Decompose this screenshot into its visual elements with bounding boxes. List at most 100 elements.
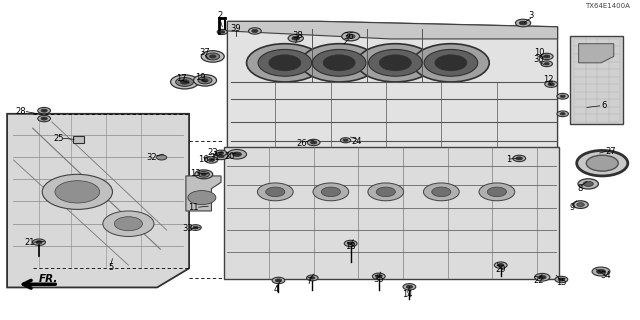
Circle shape bbox=[494, 262, 507, 268]
Text: 33: 33 bbox=[182, 224, 193, 233]
Circle shape bbox=[541, 61, 552, 67]
Text: 25: 25 bbox=[53, 134, 63, 143]
Circle shape bbox=[55, 181, 100, 203]
Circle shape bbox=[205, 157, 218, 163]
Circle shape bbox=[558, 278, 564, 281]
Circle shape bbox=[413, 44, 489, 82]
Circle shape bbox=[193, 226, 198, 229]
Text: 26: 26 bbox=[297, 139, 307, 148]
Text: 22: 22 bbox=[534, 276, 544, 285]
Text: 38: 38 bbox=[292, 31, 303, 40]
Circle shape bbox=[560, 95, 565, 98]
Text: 4: 4 bbox=[274, 284, 279, 293]
Polygon shape bbox=[227, 21, 557, 148]
Circle shape bbox=[586, 155, 618, 171]
Text: 28: 28 bbox=[16, 107, 26, 116]
Circle shape bbox=[557, 111, 568, 117]
Circle shape bbox=[519, 21, 527, 25]
Circle shape bbox=[189, 225, 201, 230]
Text: 11: 11 bbox=[188, 203, 199, 212]
Circle shape bbox=[218, 155, 224, 158]
Polygon shape bbox=[227, 21, 557, 39]
Circle shape bbox=[323, 55, 355, 71]
Circle shape bbox=[592, 267, 610, 276]
Circle shape bbox=[36, 241, 42, 244]
Circle shape bbox=[269, 55, 301, 71]
Circle shape bbox=[376, 275, 382, 278]
Circle shape bbox=[275, 279, 282, 282]
Text: 2: 2 bbox=[217, 11, 222, 20]
Circle shape bbox=[560, 113, 565, 115]
Circle shape bbox=[41, 117, 47, 120]
Circle shape bbox=[310, 141, 317, 144]
Text: 23: 23 bbox=[207, 148, 218, 157]
Circle shape bbox=[534, 273, 550, 281]
Text: 18: 18 bbox=[346, 242, 356, 251]
Circle shape bbox=[214, 153, 228, 160]
Circle shape bbox=[369, 50, 422, 76]
Circle shape bbox=[272, 277, 285, 284]
Circle shape bbox=[258, 50, 312, 76]
Circle shape bbox=[368, 183, 404, 201]
Circle shape bbox=[577, 203, 584, 206]
Circle shape bbox=[342, 32, 360, 41]
Text: 32: 32 bbox=[147, 153, 157, 162]
Text: 3: 3 bbox=[528, 11, 533, 20]
Circle shape bbox=[198, 172, 209, 177]
Circle shape bbox=[403, 284, 416, 290]
Circle shape bbox=[201, 173, 206, 176]
Text: 27: 27 bbox=[605, 147, 616, 156]
Polygon shape bbox=[570, 36, 623, 124]
Circle shape bbox=[516, 157, 522, 160]
Circle shape bbox=[432, 187, 451, 197]
Circle shape bbox=[175, 77, 193, 86]
Circle shape bbox=[188, 191, 216, 204]
Polygon shape bbox=[7, 114, 189, 287]
Circle shape bbox=[103, 211, 154, 236]
Text: 36: 36 bbox=[344, 32, 354, 41]
Circle shape bbox=[577, 150, 628, 176]
Circle shape bbox=[33, 239, 45, 245]
Bar bbox=[73, 136, 84, 143]
Circle shape bbox=[218, 152, 223, 154]
Circle shape bbox=[583, 181, 593, 187]
Text: 31: 31 bbox=[209, 153, 220, 162]
Text: 39: 39 bbox=[230, 24, 241, 33]
Circle shape bbox=[543, 55, 550, 58]
Circle shape bbox=[555, 276, 568, 283]
Circle shape bbox=[171, 75, 198, 89]
Circle shape bbox=[42, 174, 113, 209]
Circle shape bbox=[248, 28, 261, 34]
Polygon shape bbox=[186, 176, 221, 211]
Circle shape bbox=[548, 83, 554, 86]
Circle shape bbox=[538, 275, 546, 279]
Circle shape bbox=[180, 80, 189, 84]
Circle shape bbox=[208, 158, 214, 162]
Text: 37: 37 bbox=[200, 48, 211, 57]
Text: 16: 16 bbox=[198, 155, 209, 164]
Circle shape bbox=[201, 51, 224, 62]
Circle shape bbox=[301, 44, 378, 82]
Circle shape bbox=[202, 79, 208, 82]
Circle shape bbox=[544, 62, 549, 65]
Text: 14: 14 bbox=[402, 290, 413, 299]
Circle shape bbox=[435, 55, 467, 71]
Circle shape bbox=[380, 55, 412, 71]
Text: 12: 12 bbox=[543, 75, 554, 84]
Circle shape bbox=[217, 29, 227, 35]
Circle shape bbox=[288, 35, 303, 42]
Circle shape bbox=[513, 155, 525, 162]
Text: 21: 21 bbox=[24, 238, 35, 247]
Circle shape bbox=[266, 187, 285, 197]
Circle shape bbox=[406, 285, 413, 288]
Text: 10: 10 bbox=[534, 48, 544, 57]
Circle shape bbox=[578, 179, 598, 189]
Text: 35: 35 bbox=[373, 275, 384, 284]
Circle shape bbox=[209, 55, 216, 58]
Circle shape bbox=[313, 183, 349, 201]
Circle shape bbox=[195, 170, 212, 179]
Circle shape bbox=[38, 108, 51, 114]
Circle shape bbox=[357, 44, 434, 82]
Circle shape bbox=[346, 34, 355, 39]
Text: 1: 1 bbox=[506, 155, 511, 164]
